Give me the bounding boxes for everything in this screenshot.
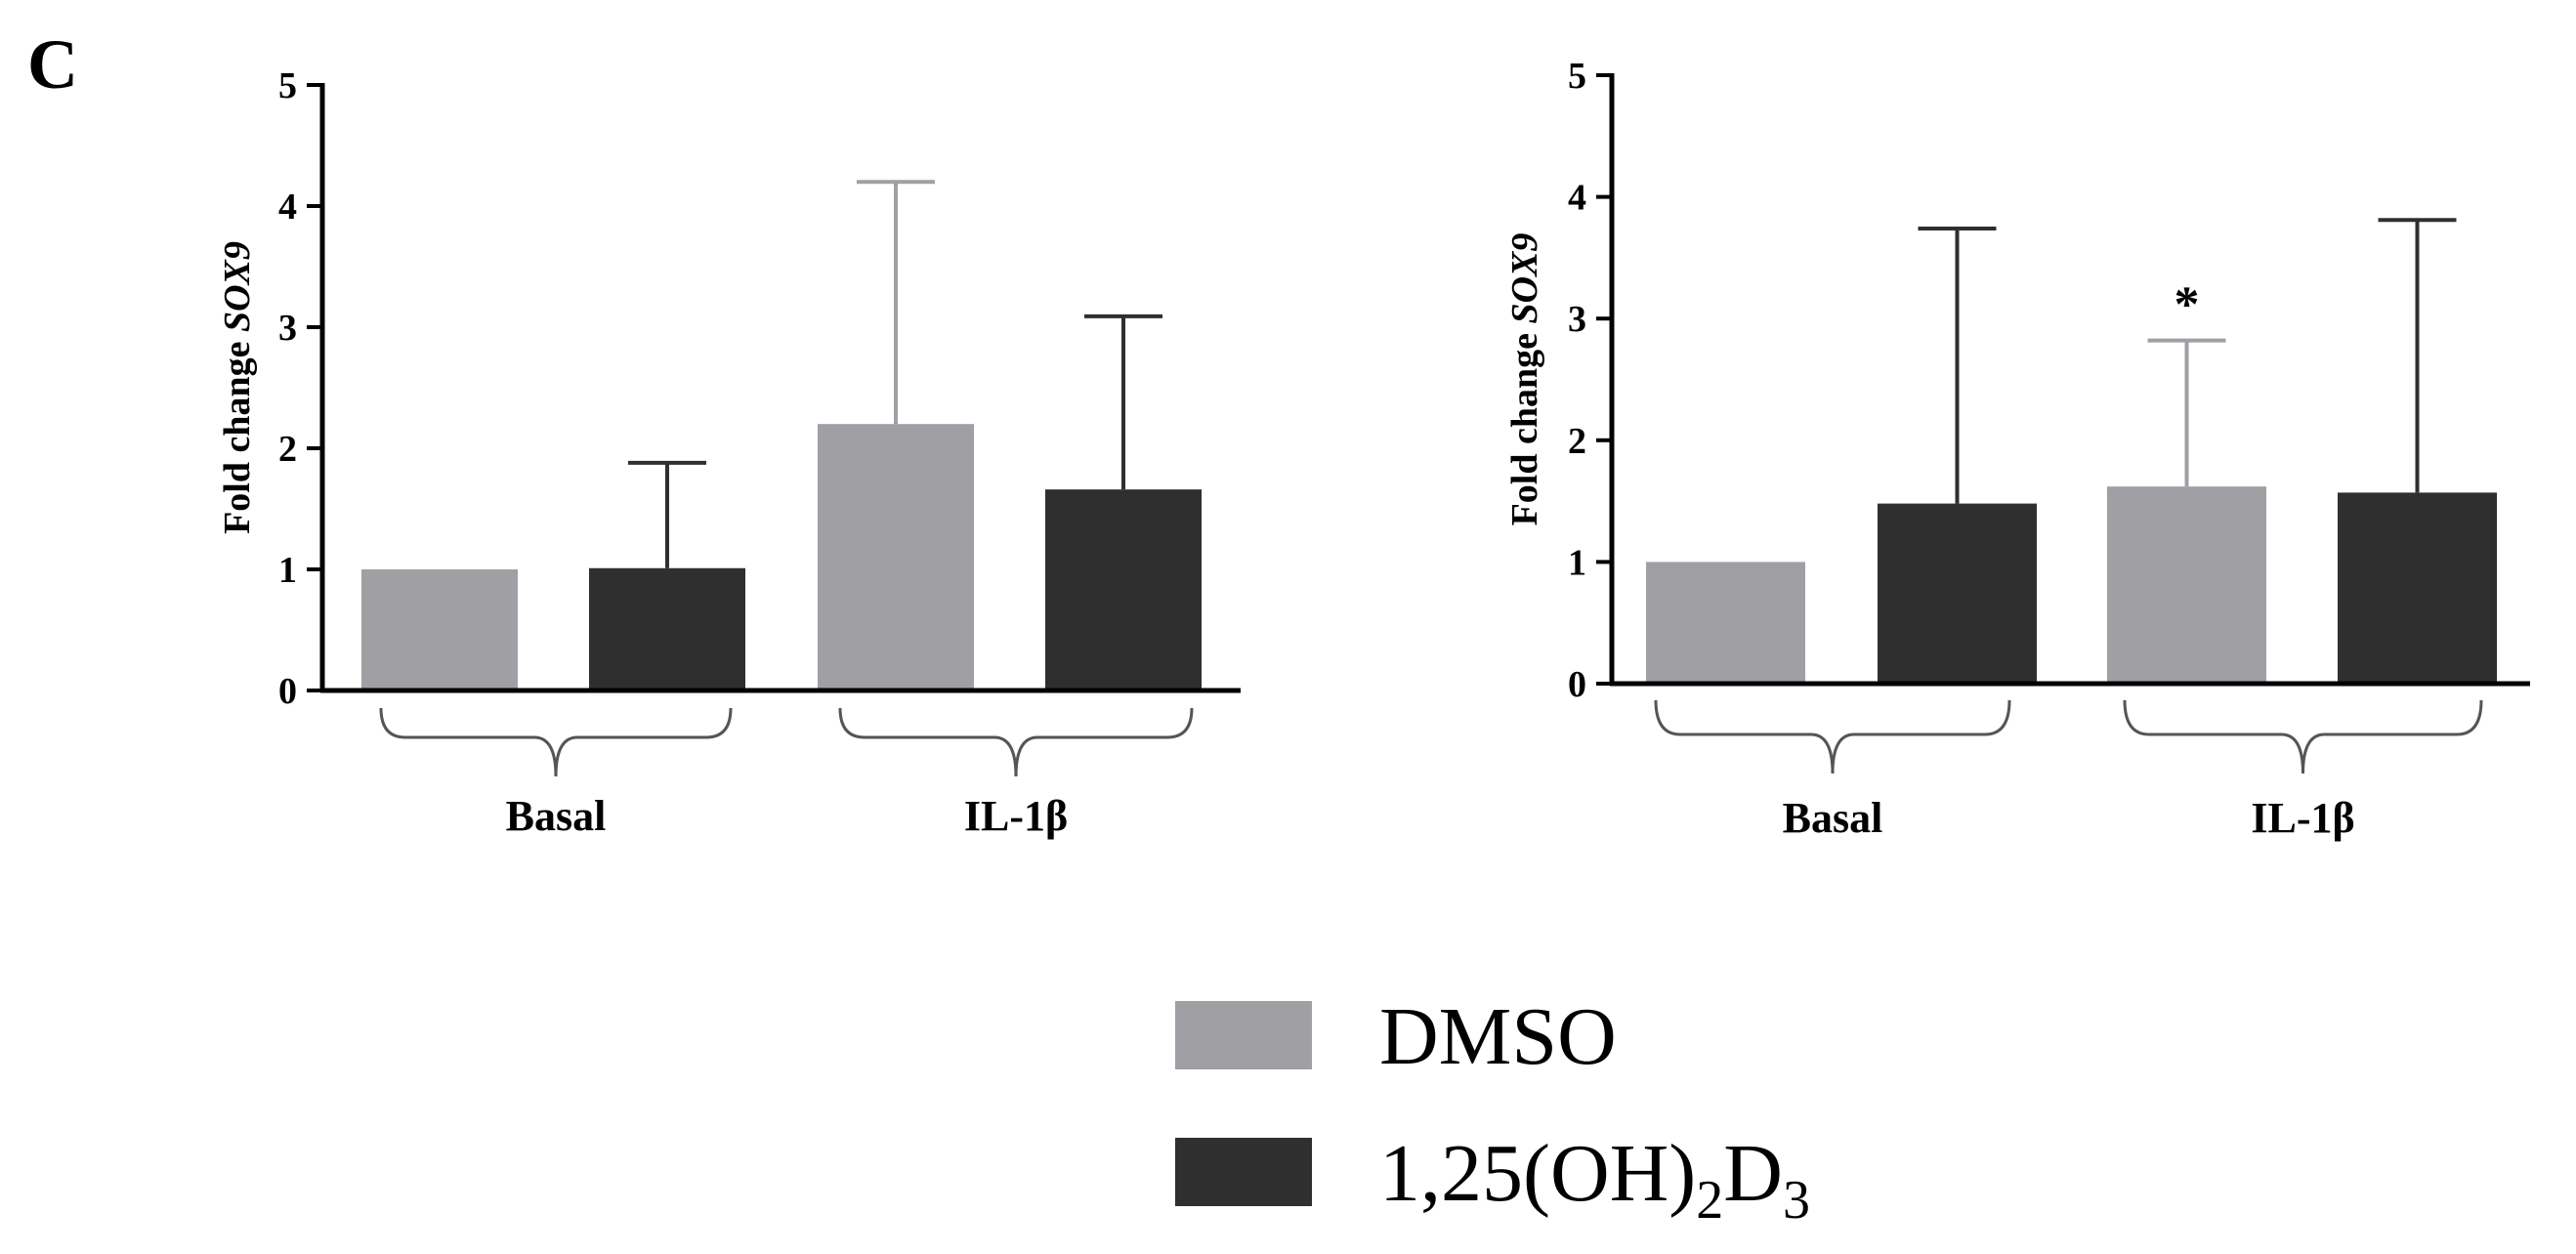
- chart-left: 0 1 2 3 4 5 Fold change SOX9 Basal IL-1β: [217, 65, 1241, 840]
- y-tick-label: 4: [278, 187, 297, 228]
- y-tick-label: 1: [1568, 542, 1586, 583]
- y-axis-label: Fold change SOX9: [217, 241, 258, 534]
- bar-vitd-basal: [1878, 503, 2037, 684]
- legend-label-vitd: 1,25(OH)2D3: [1379, 1128, 1810, 1231]
- y-tick-label: 3: [1568, 299, 1586, 340]
- bar-vitd-il1b: [1045, 489, 1202, 690]
- group-label-il1b: IL-1β: [2251, 794, 2354, 842]
- y-tick-label: 4: [1568, 178, 1586, 219]
- legend-swatch-dmso: [1175, 1001, 1312, 1069]
- group-bracket: [1654, 699, 2011, 774]
- y-tick-label: 5: [278, 65, 297, 106]
- group-bracket: [2123, 699, 2483, 774]
- y-tick-label: 0: [278, 671, 297, 712]
- bar-dmso-il1b: [2107, 486, 2266, 684]
- bar-vitd-il1b: [2338, 492, 2497, 684]
- legend-text-main: DMSO: [1379, 991, 1617, 1082]
- y-axis-label-gene: SOX9: [217, 241, 258, 332]
- bar-dmso-basal: [1646, 562, 1805, 684]
- y-axis-label: Fold change SOX9: [1504, 233, 1545, 526]
- legend-text-mid: D: [1723, 1128, 1783, 1219]
- y-tick-label: 3: [278, 308, 297, 349]
- y-tick-label: 1: [278, 550, 297, 591]
- legend-subscript: 3: [1783, 1170, 1810, 1231]
- group-bracket: [379, 707, 733, 777]
- bar-dmso-il1b: [818, 424, 974, 690]
- legend-swatch-vitd: [1175, 1138, 1312, 1206]
- group-label-il1b: IL-1β: [964, 792, 1068, 840]
- legend-label-dmso: DMSO: [1379, 991, 1617, 1082]
- bar-vitd-basal: [589, 567, 745, 690]
- significance-star: *: [2175, 277, 2200, 333]
- legend-subscript: 2: [1696, 1170, 1723, 1231]
- chart-right: * 0 1 2 3 4 5 Fold change SOX9 Basal IL-1β: [1504, 56, 2530, 842]
- group-label-basal: Basal: [1783, 794, 1883, 842]
- y-tick-label: 2: [1568, 421, 1586, 462]
- y-axis-label-prefix: Fold change: [217, 332, 258, 534]
- y-axis-label-gene: SOX9: [1504, 233, 1545, 324]
- legend: DMSO 1,25(OH)2D3: [1175, 991, 1810, 1231]
- group-label-basal: Basal: [506, 792, 607, 840]
- legend-text-main: 1,25(OH): [1379, 1128, 1696, 1219]
- y-tick-label: 5: [1568, 56, 1586, 97]
- y-tick-label: 2: [278, 429, 297, 470]
- panel-letter: C: [27, 25, 78, 104]
- bar-dmso-basal: [361, 569, 518, 690]
- group-bracket: [838, 707, 1194, 777]
- y-tick-label: 0: [1568, 664, 1586, 705]
- y-axis-label-prefix: Fold change: [1504, 324, 1545, 526]
